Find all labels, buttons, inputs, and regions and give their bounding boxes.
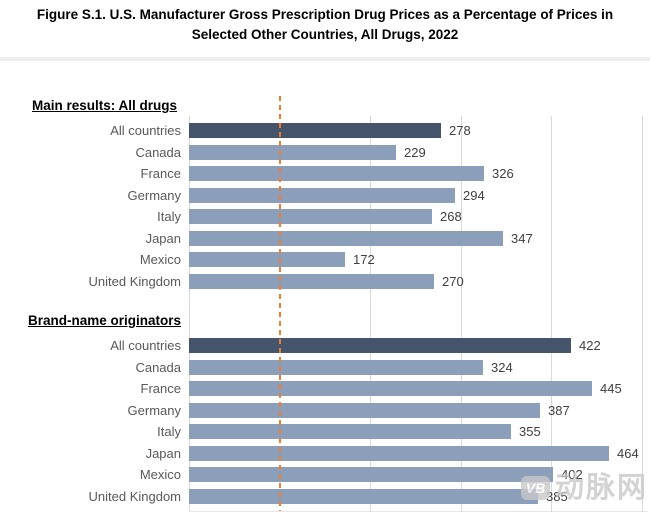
bar-japan	[189, 445, 609, 461]
gridline-400	[551, 116, 552, 512]
value-label: 268	[440, 209, 462, 225]
category-label: Italy	[157, 209, 181, 225]
chart-row: All countries 422	[0, 335, 650, 357]
reference-line-100-percent	[279, 96, 281, 511]
value-label: 294	[463, 187, 485, 203]
chart-row: Germany 294	[0, 185, 650, 207]
value-label: 172	[353, 252, 375, 268]
category-label: Germany	[127, 402, 181, 418]
watermark-logo-icon: VB	[520, 475, 550, 500]
chart-row: Germany 387	[0, 400, 650, 422]
value-label: 422	[579, 338, 601, 354]
section-heading-brand-name: Brand-name originators	[28, 313, 182, 328]
chart-row: Italy 355	[0, 421, 650, 443]
chart-row: France 445	[0, 378, 650, 400]
bar-italy	[189, 424, 511, 440]
chart-row: Canada 229	[0, 142, 650, 164]
category-label: Canada	[135, 144, 181, 160]
value-label: 445	[600, 381, 622, 397]
bar-canada	[189, 144, 396, 160]
bar-france	[189, 166, 484, 182]
value-label: 229	[404, 144, 426, 160]
category-label: Canada	[135, 359, 181, 375]
watermark: VB 动脉网	[520, 470, 648, 504]
category-label: Mexico	[139, 252, 181, 268]
bar-germany	[189, 402, 540, 418]
chart-row: All countries 278	[0, 120, 650, 142]
figure-title: Figure S.1. U.S. Manufacturer Gross Pres…	[0, 5, 650, 45]
section-brand-name-rows: All countries 422 Canada 324 France 445 …	[0, 335, 650, 507]
gridline-300	[461, 116, 462, 512]
chart-row: Italy 268	[0, 206, 650, 228]
category-label: Mexico	[139, 467, 181, 483]
value-label: 326	[492, 166, 514, 182]
category-label: France	[140, 166, 181, 182]
value-label: 385	[546, 488, 568, 504]
chart-row: Japan 347	[0, 228, 650, 250]
value-label: 347	[511, 230, 533, 246]
category-label: Germany	[127, 187, 181, 203]
title-divider	[0, 57, 650, 61]
value-label: 387	[548, 402, 570, 418]
value-label: 464	[617, 445, 639, 461]
plot-bottom-line	[189, 511, 648, 512]
value-label: 355	[519, 424, 541, 440]
bar-mexico	[189, 252, 345, 268]
category-label: Japan	[145, 230, 181, 246]
category-axis-line	[189, 116, 190, 512]
chart-row: Japan 464	[0, 443, 650, 465]
bar-mexico	[189, 467, 553, 483]
figure-title-line1: Figure S.1. U.S. Manufacturer Gross Pres…	[36, 7, 614, 22]
value-label: 324	[491, 359, 513, 375]
category-label: United Kingdom	[88, 273, 182, 289]
category-label: Italy	[157, 424, 181, 440]
bar-all-countries	[189, 338, 571, 354]
chart-row: Mexico 172	[0, 249, 650, 271]
bar-france	[189, 381, 592, 397]
chart-row: United Kingdom 385	[0, 486, 650, 508]
bar-japan	[189, 230, 503, 246]
category-label: Japan	[145, 445, 181, 461]
category-label: All countries	[110, 338, 181, 354]
figure-title-line2: Selected Other Countries, All Drugs, 202…	[191, 27, 459, 42]
watermark-text: 动脉网	[554, 470, 648, 504]
category-label: All countries	[110, 123, 181, 139]
chart-row: France 326	[0, 163, 650, 185]
gridline-200	[370, 116, 371, 512]
bar-italy	[189, 209, 432, 225]
bar-all-countries	[189, 123, 441, 139]
value-label: 278	[449, 123, 471, 139]
bar-canada	[189, 359, 483, 375]
gridline-500	[642, 116, 643, 512]
chart-row: United Kingdom 270	[0, 271, 650, 293]
category-label: United Kingdom	[88, 488, 182, 504]
category-label: France	[140, 381, 181, 397]
bar-united-kingdom	[189, 488, 538, 504]
bar-united-kingdom	[189, 273, 434, 289]
value-label: 402	[561, 467, 583, 483]
chart-row: Canada 324	[0, 357, 650, 379]
value-label: 270	[442, 273, 464, 289]
section-main-results-rows: All countries 278 Canada 229 France 326 …	[0, 120, 650, 292]
bar-germany	[189, 187, 455, 203]
section-heading-main-results: Main results: All drugs	[32, 98, 178, 113]
